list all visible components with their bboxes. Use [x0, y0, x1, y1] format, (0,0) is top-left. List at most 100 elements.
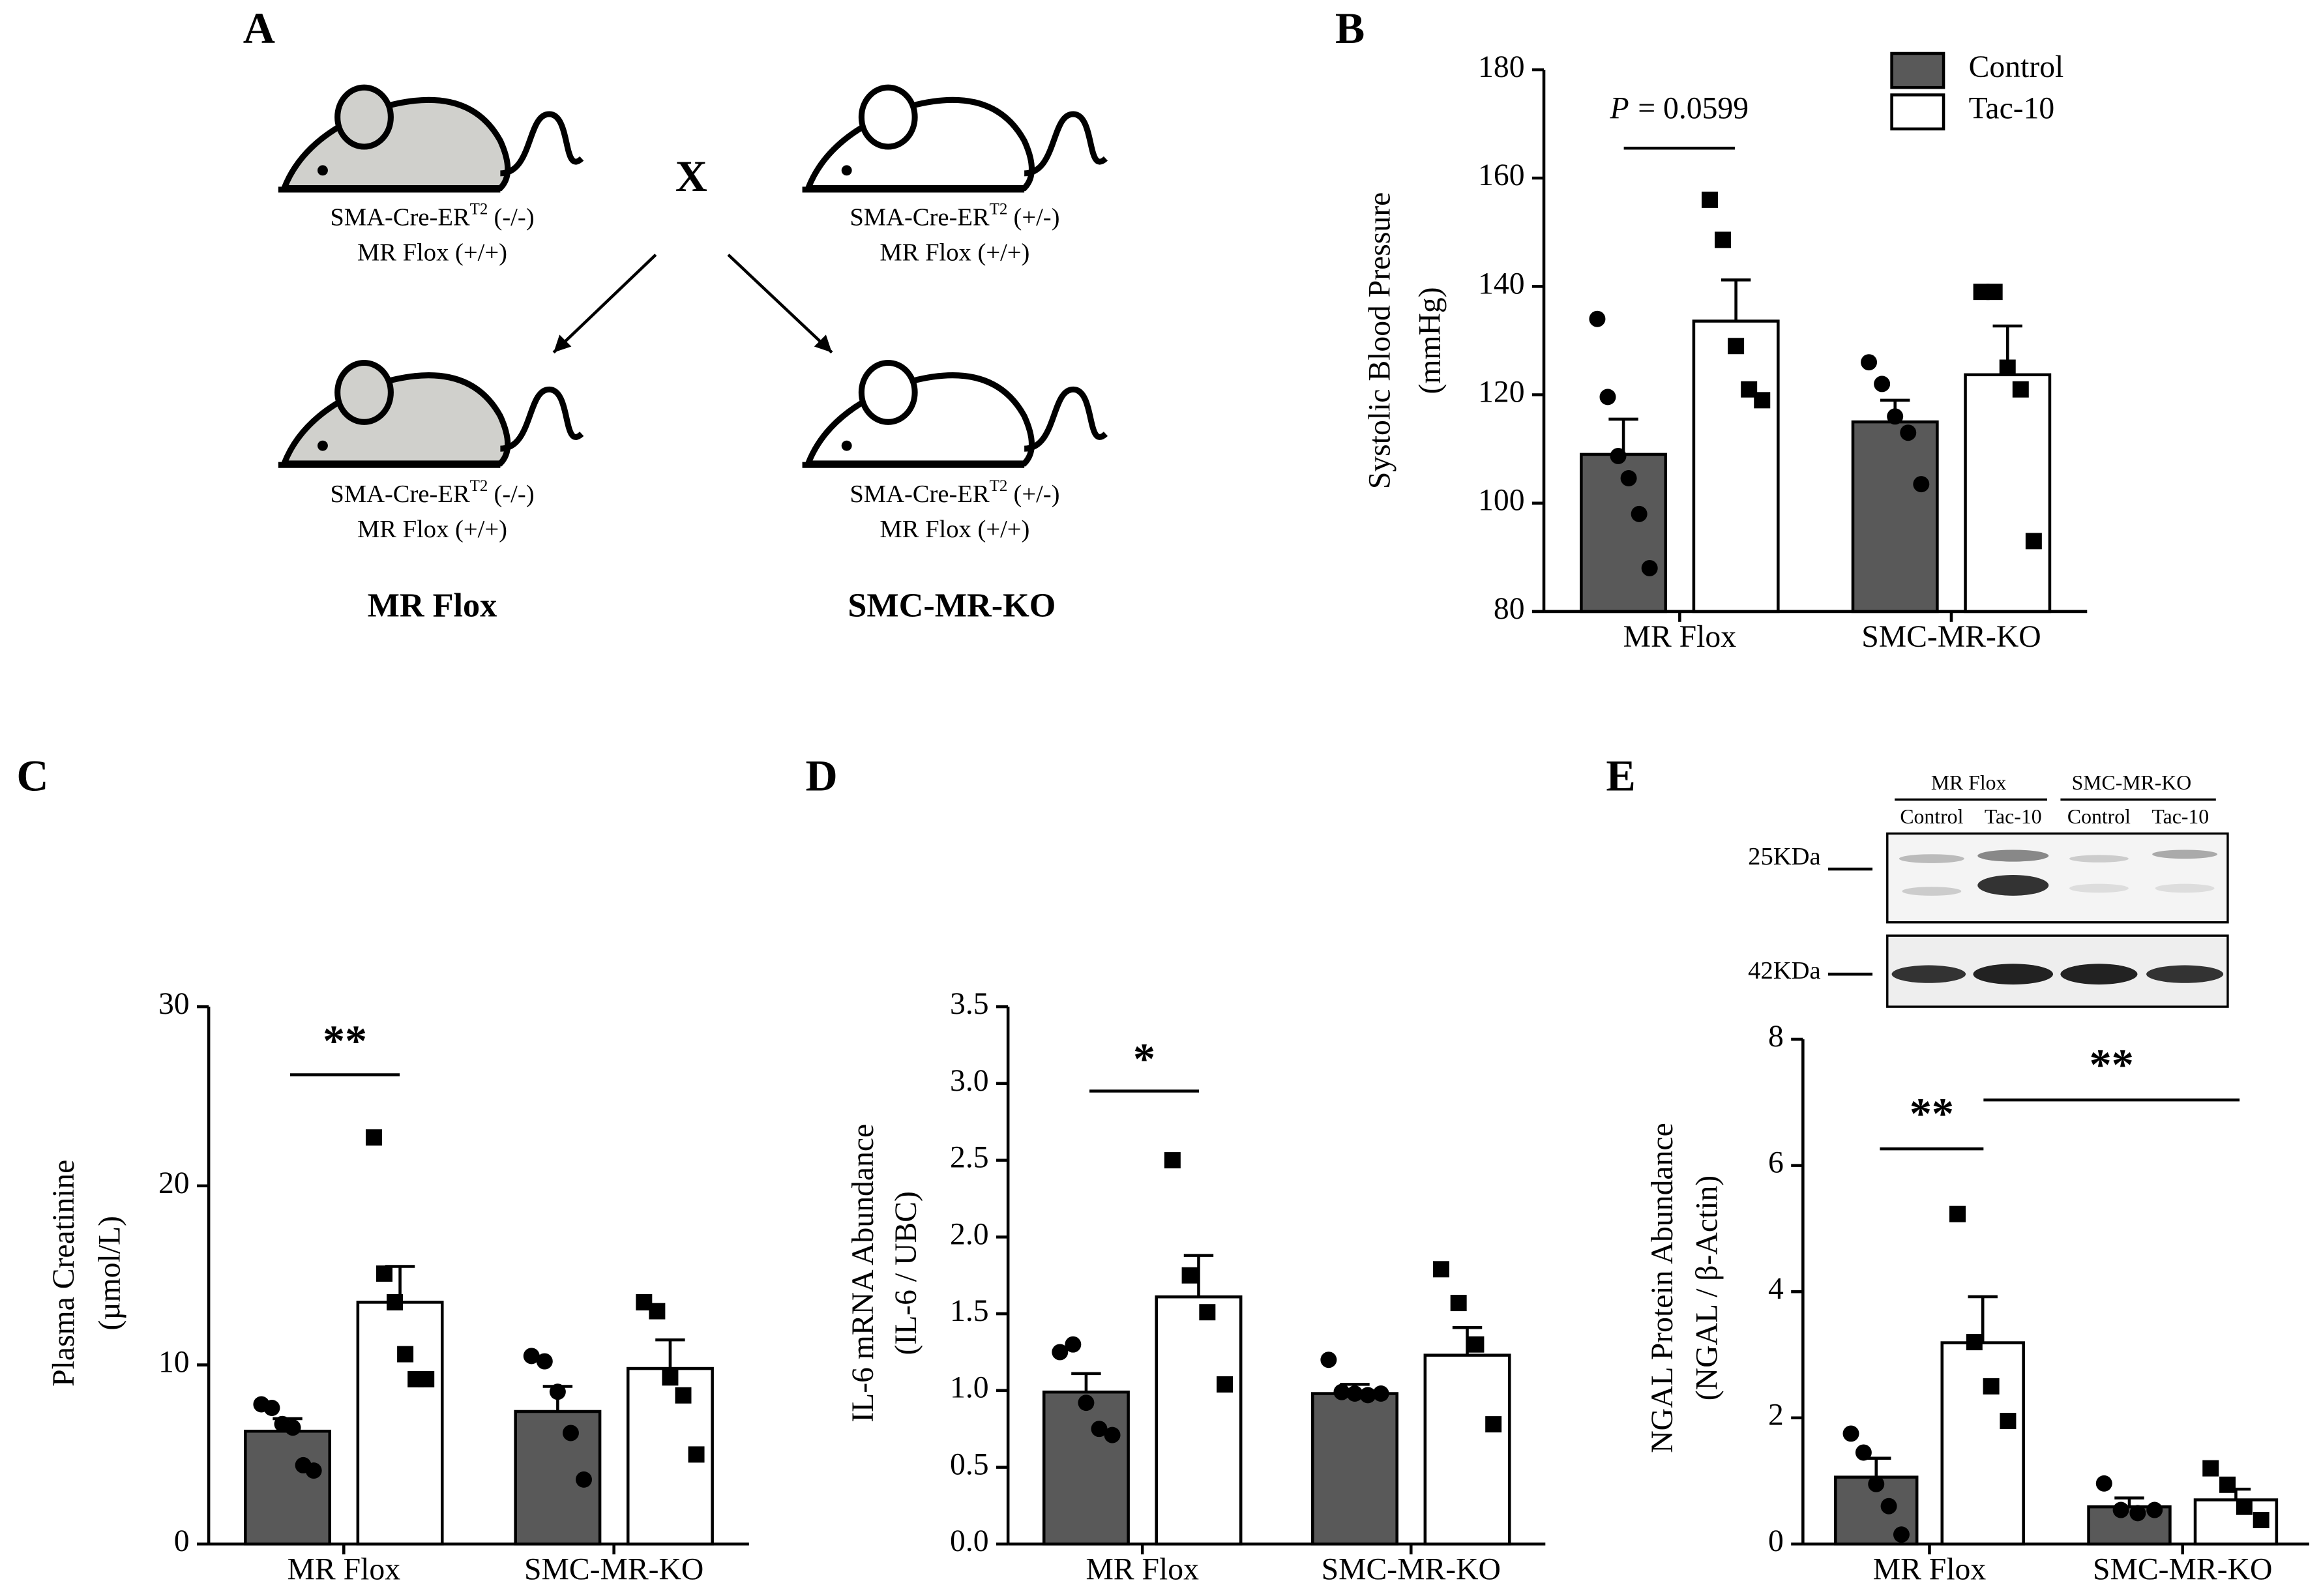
data-point	[1754, 392, 1771, 409]
y-axis-label: (NGAL / β-Actin)	[1690, 1175, 1724, 1400]
genotype-value: (+/-)	[1013, 480, 1059, 508]
genotype-label: SMA-Cre-ERT2 (+/-)	[850, 477, 1059, 508]
data-point	[1868, 1475, 1885, 1492]
annotation: **	[323, 1016, 367, 1065]
error-bar	[1183, 1254, 1214, 1297]
annotation: **	[1910, 1088, 1954, 1138]
data-point	[1913, 476, 1930, 493]
y-tick-label: 3.5	[950, 987, 989, 1021]
genotype-sup: T2	[470, 200, 488, 218]
error-bar	[1452, 1325, 1483, 1355]
legend-label: Control	[1969, 50, 2064, 84]
y-axis-label: (mmHg)	[1413, 287, 1447, 394]
error-bar	[2114, 1496, 2144, 1507]
data-point	[1983, 1378, 2000, 1395]
mouse	[278, 87, 582, 190]
group-label: MR Flox	[368, 586, 497, 624]
genotype-label: MR Flox (+/+)	[880, 239, 1029, 267]
x-tick-label: MR Flox	[288, 1552, 401, 1586]
error-bar	[1608, 417, 1638, 454]
data-point	[1199, 1304, 1216, 1321]
data-point	[536, 1353, 553, 1370]
annotation: P = 0.0599	[1609, 91, 1749, 125]
y-tick-label: 0	[174, 1524, 190, 1558]
genotype-value: (-/-)	[494, 480, 534, 508]
data-point	[1861, 354, 1878, 371]
error-bar	[1861, 1456, 1891, 1477]
genotype-label: SMA-Cre-ERT2 (-/-)	[330, 200, 534, 231]
annotation-text: **	[1910, 1088, 1954, 1138]
mouse	[803, 87, 1106, 190]
data-point	[1359, 1387, 1376, 1404]
x-tick-label: SMC-MR-KO	[1322, 1552, 1501, 1586]
data-point	[1091, 1421, 1108, 1438]
bar	[1940, 1341, 2025, 1546]
blot-lane: Tac-10	[2151, 805, 2209, 828]
data-point	[305, 1462, 322, 1479]
y-tick-label: 180	[1478, 50, 1524, 84]
y-tick-label: 1.0	[950, 1371, 989, 1405]
blot-lane: Control	[2067, 805, 2131, 828]
x-tick-label: MR Flox	[1623, 620, 1737, 654]
y-tick-label: 120	[1478, 375, 1524, 409]
blot	[1827, 798, 2229, 1008]
bar	[1423, 1353, 1511, 1546]
genotype-text: SMA-Cre-ER	[330, 480, 470, 508]
data-point	[418, 1371, 435, 1388]
y-tick-label: 100	[1478, 484, 1524, 518]
annotation-italic: P	[1609, 91, 1629, 125]
legend-swatch	[1890, 93, 1945, 131]
y-tick-label: 4	[1768, 1272, 1784, 1306]
annotation-text: **	[323, 1016, 367, 1065]
bar	[244, 1429, 332, 1546]
bar	[356, 1301, 444, 1546]
data-point	[1485, 1416, 1502, 1433]
data-point	[365, 1129, 382, 1146]
data-point	[2012, 381, 2029, 398]
data-point	[1599, 389, 1616, 406]
data-point	[2146, 1501, 2163, 1518]
error-bar	[1721, 278, 1751, 321]
x-tick-label: SMC-MR-KO	[524, 1552, 703, 1586]
group-label: SMC-MR-KO	[848, 586, 1056, 624]
data-point	[1893, 1526, 1910, 1543]
panel-label: A	[243, 3, 275, 53]
bar	[1692, 319, 1780, 613]
genotype-sup: T2	[990, 200, 1008, 218]
x-tick-label: MR Flox	[1086, 1552, 1199, 1586]
data-point	[1078, 1395, 1095, 1411]
y-tick-label: 160	[1478, 158, 1524, 192]
data-point	[1887, 408, 1904, 425]
annotation-text: *	[1133, 1033, 1155, 1083]
y-axis-label: IL-6 mRNA Abundance	[846, 1124, 880, 1423]
data-point	[1986, 284, 2003, 301]
blot-marker: 25KDa	[1748, 843, 1820, 870]
genotype-sup: T2	[990, 477, 1008, 495]
genotype-value: (+/-)	[1013, 203, 1059, 231]
y-tick-label: 30	[158, 987, 190, 1021]
y-axis-label: Systolic Blood Pressure	[1363, 192, 1397, 489]
data-point	[1372, 1385, 1389, 1402]
arrow-head	[554, 334, 572, 353]
genotype-label: MR Flox (+/+)	[357, 239, 507, 267]
genotype-label: SMA-Cre-ERT2 (+/-)	[850, 200, 1059, 231]
panel-label: D	[805, 750, 837, 800]
y-tick-label: 80	[1494, 592, 1525, 626]
data-point	[1333, 1383, 1350, 1400]
y-axis-label: (IL-6 / UBC)	[889, 1191, 923, 1355]
y-tick-label: 2.5	[950, 1141, 989, 1175]
data-point	[2253, 1512, 2269, 1528]
annotation: *	[1133, 1033, 1155, 1083]
y-axis-label: NGAL Protein Abundance	[1646, 1123, 1679, 1453]
blot-group: MR Flox	[1931, 771, 2007, 794]
data-point	[2219, 1476, 2236, 1493]
data-point	[2000, 1413, 2017, 1430]
genotype-value: (-/-)	[494, 203, 534, 231]
y-axis-label: (µmol/L)	[93, 1216, 126, 1331]
error-bar	[1071, 1372, 1101, 1393]
data-point	[1620, 470, 1637, 486]
blot-group: SMC-MR-KO	[2072, 771, 2192, 794]
y-tick-label: 0.0	[950, 1524, 989, 1558]
bar	[1964, 373, 2052, 613]
error-bar	[1968, 1295, 1998, 1343]
